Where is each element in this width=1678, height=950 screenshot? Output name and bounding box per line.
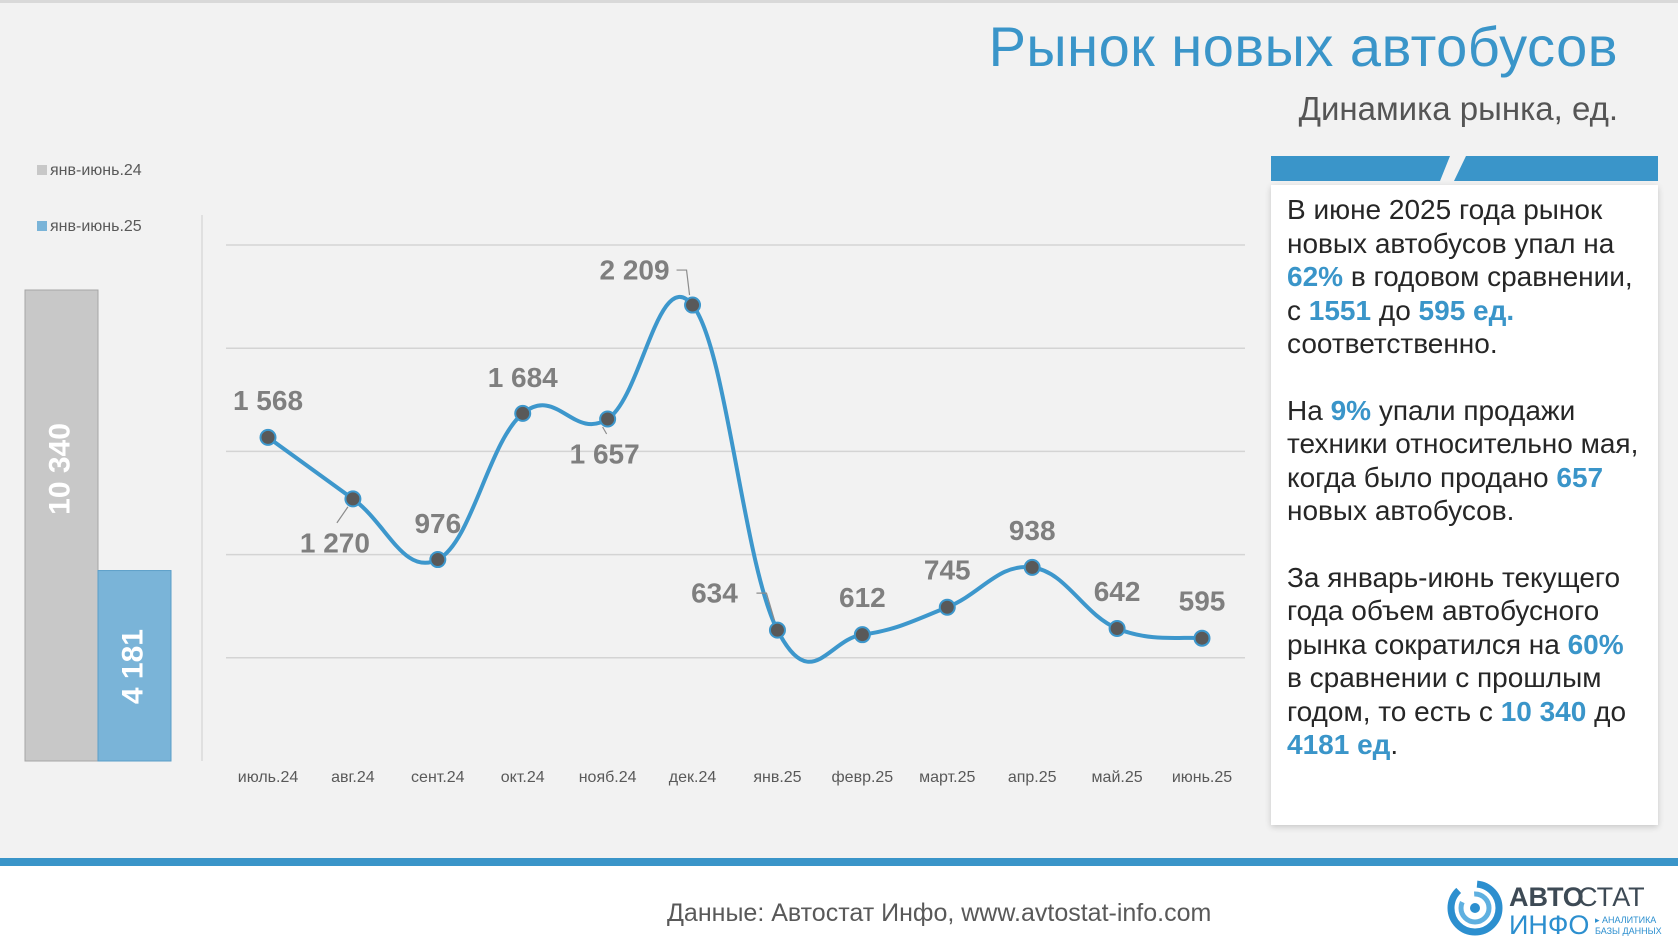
legend-label-curr: янв-июнь.25	[50, 218, 142, 235]
x-tick-label: сент.24	[411, 769, 465, 786]
top-divider	[0, 0, 1678, 3]
x-tick-label: нояб.24	[579, 769, 637, 786]
logo-tag-databases: БАЗЫ ДАННЫХ	[1595, 926, 1662, 936]
x-tick-label: окт.24	[501, 769, 545, 786]
data-point	[684, 296, 702, 314]
summary-text-run: до	[1371, 294, 1419, 326]
highlight-value: 9%	[1330, 394, 1372, 426]
x-tick-label: авг.24	[331, 769, 375, 786]
data-label: 2 209	[600, 254, 670, 285]
data-point	[599, 410, 617, 428]
bottom-accent-band	[0, 858, 1678, 866]
summary-paragraph: На 9% упали продажи техники относительно…	[1287, 394, 1646, 528]
x-tick-label: апр.25	[1008, 769, 1057, 786]
summary-text-run: в годовом сравнении, с	[1287, 261, 1633, 326]
label-leader-line	[602, 426, 608, 435]
logo-word-info: ИНФО	[1509, 910, 1589, 938]
bar-data-label: 10 340	[43, 423, 76, 515]
label-leader-line	[676, 269, 691, 296]
summary-paragraph: За январь-июнь текущего года объем автоб…	[1287, 561, 1646, 762]
summary-text-run: в сравнении с прошлым годом, то есть с	[1287, 662, 1602, 727]
data-label: 745	[924, 555, 971, 586]
x-tick-label: июнь.25	[1172, 769, 1232, 786]
highlight-value: 1551	[1308, 294, 1372, 326]
logo-word-avto: АВТО	[1509, 882, 1584, 912]
data-point	[429, 551, 447, 569]
legend-swatch-prev	[37, 165, 47, 175]
summary-text-run: соответственно.	[1287, 328, 1498, 359]
data-label: 938	[1009, 515, 1056, 546]
legend-item-curr: янв-июнь.25	[37, 218, 142, 236]
data-label: 642	[1094, 576, 1141, 607]
x-tick-label: май.25	[1092, 769, 1143, 786]
data-point	[853, 626, 871, 644]
summary-text-run: .	[1390, 729, 1399, 760]
highlight-value: 657	[1556, 461, 1604, 493]
data-label: 1 568	[233, 385, 303, 416]
data-label: 1 270	[300, 527, 370, 558]
data-point	[1108, 619, 1126, 637]
summary-text-run: За январь-июнь текущего года объем автоб…	[1287, 561, 1621, 660]
data-point	[1193, 629, 1211, 647]
data-label: 634	[691, 578, 738, 609]
data-label: 612	[839, 582, 886, 613]
avtostat-logo: АВТО СТАТ ИНФО ▸ АНАЛИТИКА БАЗЫ ДАННЫХ	[1447, 880, 1662, 938]
summary-panel: В июне 2025 года рынок новых автобусов у…	[1271, 185, 1658, 825]
data-label: 1 684	[488, 362, 558, 393]
page-title: Рынок новых автобусов	[988, 15, 1618, 78]
highlight-value: 595 ед.	[1418, 294, 1515, 326]
x-tick-label: янв.25	[753, 769, 801, 786]
data-point	[938, 598, 956, 616]
summary-text-run: упали продажи техники относительно мая, …	[1287, 394, 1639, 493]
summary-paragraph: В июне 2025 года рынок новых автобусов у…	[1287, 193, 1646, 361]
bar-curr-year	[97, 570, 172, 762]
source-note: Данные: Автостат Инфо, www.avtostat-info…	[667, 899, 1212, 927]
legend-swatch-curr	[37, 221, 47, 231]
x-tick-label: март.25	[919, 769, 975, 786]
bar-data-label: 4 181	[116, 629, 149, 704]
data-point	[259, 428, 277, 446]
highlight-value: 10 340	[1500, 695, 1587, 727]
logo-emblem-icon	[1447, 880, 1503, 936]
data-point	[344, 490, 362, 508]
summary-text-run: до	[1586, 695, 1627, 727]
summary-text-run: На	[1287, 394, 1331, 426]
highlight-value: 4181 ед	[1287, 729, 1391, 760]
data-label: 595	[1179, 586, 1226, 617]
x-tick-label: февр.25	[832, 769, 894, 786]
data-point	[514, 404, 532, 422]
legend-item-prev: янв-июнь.24	[37, 162, 142, 180]
panel-header-bar	[1271, 156, 1658, 181]
data-point	[1023, 558, 1041, 576]
logo-word-stat: СТАТ	[1578, 882, 1645, 912]
data-point	[768, 621, 786, 639]
page-subtitle: Динамика рынка, ед.	[1298, 90, 1618, 127]
highlight-value: 60%	[1567, 628, 1624, 660]
highlight-value: 62%	[1287, 261, 1344, 292]
logo-tag-analytics: ▸ АНАЛИТИКА	[1595, 915, 1656, 925]
x-tick-label: июль.24	[238, 769, 299, 786]
data-label: 1 657	[570, 438, 640, 469]
label-leader-line	[756, 592, 776, 621]
summary-text: В июне 2025 года рынок новых автобусов у…	[1287, 193, 1646, 795]
data-label: 976	[414, 508, 461, 539]
label-leader-line	[336, 506, 349, 524]
bar-prev-year	[24, 289, 99, 762]
summary-text-run: новых автобусов.	[1287, 495, 1515, 526]
summary-text-run: В июне 2025 года рынок новых автобусов у…	[1287, 194, 1615, 259]
charts-canvas: 10 340 4 181 1 568 1 270 976 1 684 1 657 2 209 6…	[24, 215, 1245, 786]
legend-label-prev: янв-июнь.24	[50, 162, 142, 179]
x-tick-label: дек.24	[669, 769, 717, 786]
